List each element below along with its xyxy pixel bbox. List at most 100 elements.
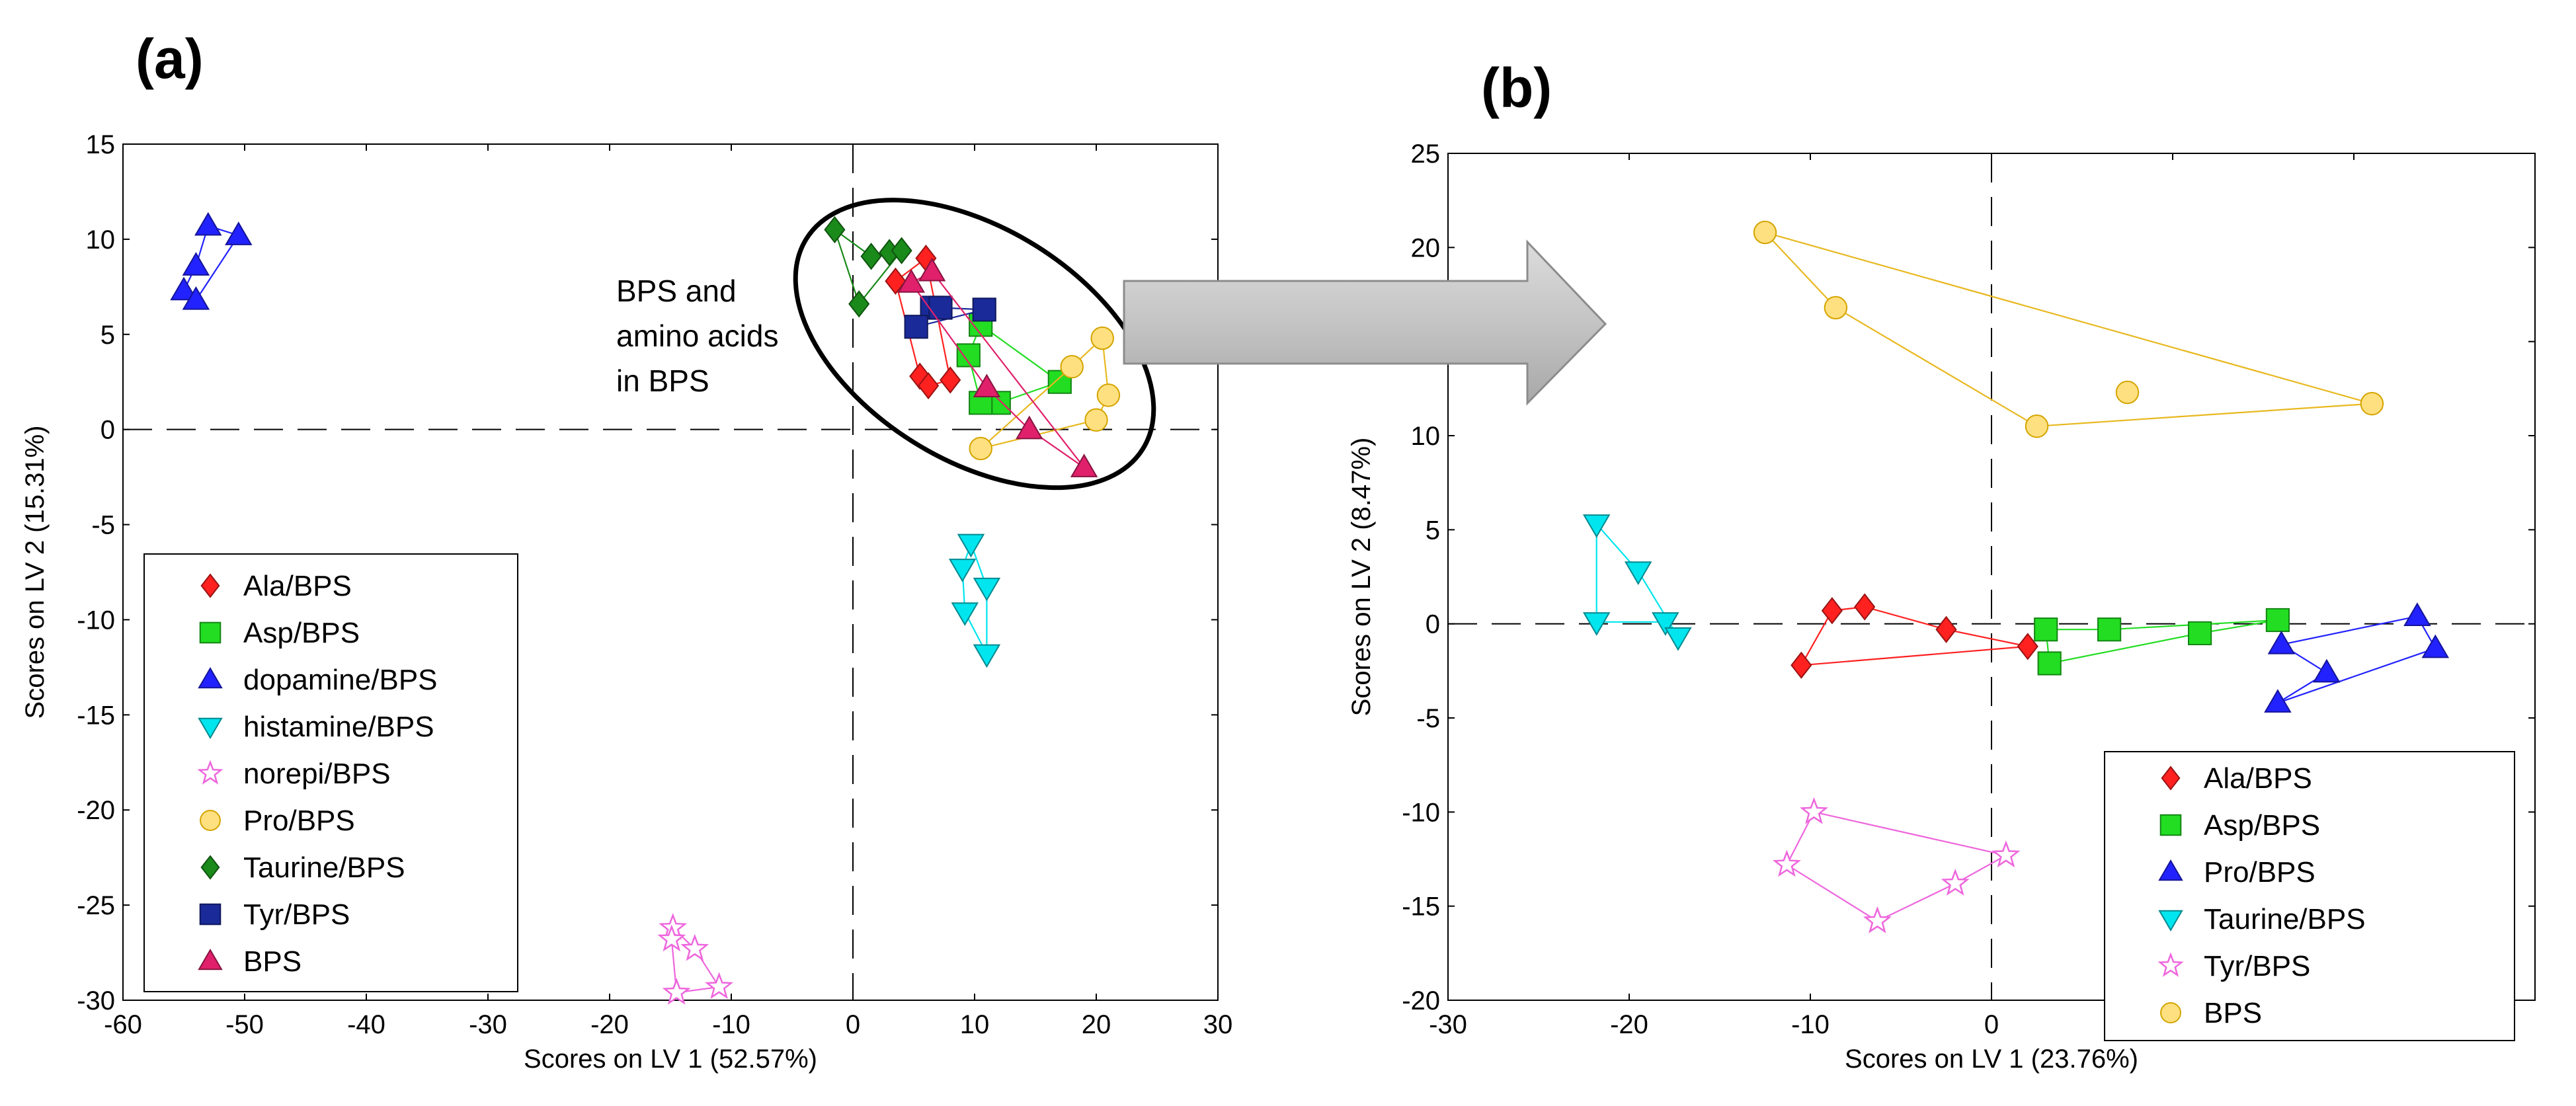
legend-entry: BPS xyxy=(2160,997,2262,1029)
legend-entry: Pro/BPS xyxy=(200,805,355,837)
legend-entry: Tyr/BPS xyxy=(199,898,350,931)
data-point xyxy=(2360,391,2384,416)
series-taurine-bps xyxy=(824,216,912,318)
data-point xyxy=(1096,383,1121,407)
data-point xyxy=(897,269,926,293)
data-point xyxy=(225,221,253,245)
legend-label: BPS xyxy=(2204,997,2262,1029)
panel-label: (b) xyxy=(1481,57,1552,119)
series-asp-bps xyxy=(2034,608,2290,676)
x-tick-label: -30 xyxy=(469,1010,507,1039)
y-tick-label: 10 xyxy=(1411,422,1441,451)
data-point xyxy=(1070,454,1098,477)
y-tick-label: 15 xyxy=(86,130,116,159)
legend-marker xyxy=(2158,910,2183,931)
legend-marker xyxy=(198,949,223,970)
data-point xyxy=(1854,593,1876,621)
legend-label: histamine/BPS xyxy=(243,711,434,743)
legend-label: Taurine/BPS xyxy=(243,851,405,884)
data-point xyxy=(194,212,222,236)
data-point xyxy=(1084,408,1108,432)
x-axis-label: Scores on LV 1 (23.76%) xyxy=(1845,1045,2138,1074)
data-point xyxy=(1060,354,1084,379)
x-tick-label: 0 xyxy=(846,1010,860,1039)
x-tick-label: 0 xyxy=(1984,1010,1999,1039)
series-norepi-bps xyxy=(657,913,734,1005)
y-tick-label: 0 xyxy=(1426,610,1440,639)
data-point xyxy=(2313,658,2341,683)
y-tick-label: -15 xyxy=(1402,892,1440,922)
x-axis-label: Scores on LV 1 (52.57%) xyxy=(524,1045,817,1074)
legend-label: Tyr/BPS xyxy=(2204,950,2310,982)
data-point xyxy=(951,602,979,626)
x-tick-label: -10 xyxy=(712,1010,750,1039)
legend-entry: dopamine/BPS xyxy=(198,664,438,696)
data-point xyxy=(2034,617,2058,642)
data-point xyxy=(973,577,1001,602)
legend-entry: Asp/BPS xyxy=(199,617,360,649)
data-point xyxy=(1799,797,1829,824)
data-point xyxy=(2421,634,2450,658)
x-tick-label: -10 xyxy=(1791,1010,1830,1039)
data-point xyxy=(957,533,985,558)
legend-marker xyxy=(2157,952,2184,977)
y-tick-label: 5 xyxy=(1426,516,1440,545)
x-tick-label: -20 xyxy=(590,1010,629,1039)
series-hull-line xyxy=(1785,811,2008,922)
series-hull-line xyxy=(1800,606,2029,666)
data-point xyxy=(917,372,940,400)
y-tick-label: -30 xyxy=(77,986,115,1015)
data-point xyxy=(2097,617,2122,642)
data-point xyxy=(182,286,210,310)
y-tick-label: -10 xyxy=(77,606,115,635)
legend-marker xyxy=(197,760,223,785)
legend-entry: BPS xyxy=(198,945,302,978)
y-tick-label: -15 xyxy=(77,701,115,730)
data-point xyxy=(1652,612,1679,636)
legend-label: Taurine/BPS xyxy=(2204,903,2366,935)
data-point xyxy=(2188,621,2212,645)
data-point xyxy=(1047,370,1072,394)
legend-label: Asp/BPS xyxy=(2204,809,2320,842)
legend-marker xyxy=(198,667,223,689)
data-point xyxy=(860,243,882,270)
y-tick-label: -20 xyxy=(1402,986,1440,1015)
legend-marker xyxy=(200,855,220,880)
legend-marker xyxy=(199,621,221,644)
annotation-line: BPS and xyxy=(616,274,737,308)
x-tick-label: -60 xyxy=(104,1010,142,1039)
data-point xyxy=(885,267,906,295)
legend-label: dopamine/BPS xyxy=(243,664,438,696)
series-ala-bps xyxy=(885,245,961,400)
legend: Ala/BPS Asp/BPS Pro/BPS Taurine/BPS Tyr/BPS B… xyxy=(2104,751,2515,1041)
panel-label: (a) xyxy=(136,28,204,90)
x-tick-label: 30 xyxy=(1203,1010,1233,1039)
legend-entry: Taurine/BPS xyxy=(2158,903,2366,935)
y-tick-label: -5 xyxy=(91,511,115,540)
cluster-ellipse xyxy=(793,198,1156,491)
data-point xyxy=(705,972,734,1000)
data-point xyxy=(2264,689,2292,713)
x-tick-label: -50 xyxy=(225,1010,264,1039)
series-taurine-bps xyxy=(1582,514,1692,651)
legend-label: Asp/BPS xyxy=(243,617,360,649)
data-point xyxy=(1824,296,1848,320)
data-point xyxy=(170,276,198,301)
data-point xyxy=(1753,220,1777,245)
data-point xyxy=(2115,380,2140,405)
data-point xyxy=(928,296,953,320)
legend-entry: Ala/BPS xyxy=(2161,762,2312,795)
legend-entry: Ala/BPS xyxy=(200,570,352,602)
series-tyr-bps xyxy=(904,296,996,339)
data-point xyxy=(2025,415,2049,438)
data-point xyxy=(1772,849,1801,877)
y-tick-label: 10 xyxy=(86,225,116,255)
data-point xyxy=(1863,906,1892,933)
data-point xyxy=(1624,561,1652,585)
data-point xyxy=(891,237,912,264)
legend-label: BPS xyxy=(243,945,302,978)
y-tick-label: 25 xyxy=(1411,139,1441,169)
data-point xyxy=(182,252,210,276)
